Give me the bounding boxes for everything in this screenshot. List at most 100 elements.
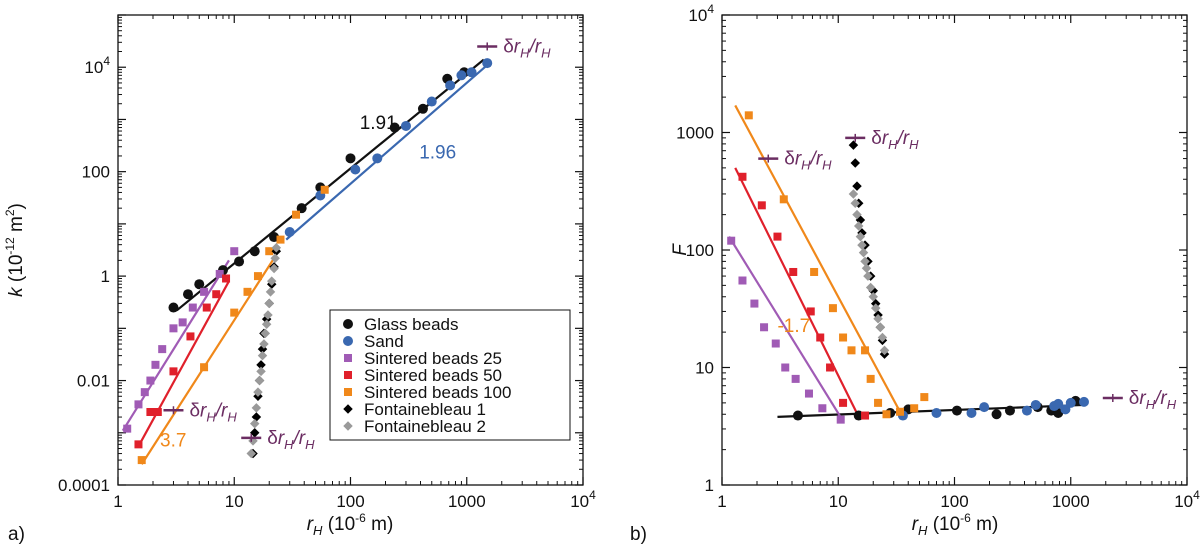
data-point bbox=[826, 363, 835, 372]
data-point bbox=[855, 231, 866, 242]
y-tick-label-text: 1 bbox=[705, 476, 714, 495]
error-label-r: r bbox=[278, 428, 285, 449]
data-point bbox=[816, 333, 825, 342]
error-label: δrH/rH bbox=[267, 428, 315, 452]
data-point bbox=[789, 267, 798, 276]
data-point bbox=[215, 269, 224, 278]
y-axis-label-exp: -12 bbox=[3, 237, 17, 255]
error-label-sub2: H bbox=[1167, 397, 1177, 412]
x-tick-label-text: 1000 bbox=[1052, 492, 1090, 511]
x-tick-label: 1 bbox=[113, 492, 122, 511]
data-point bbox=[773, 232, 782, 241]
data-point bbox=[256, 366, 266, 377]
x-axis-label-tail: m) bbox=[971, 514, 998, 535]
y-tick-label: 104 bbox=[688, 2, 714, 25]
slope-label: 1.96 bbox=[419, 142, 456, 163]
legend-label: Fontainebleau 2 bbox=[364, 417, 486, 436]
series-sintered-beads-50 bbox=[134, 274, 231, 449]
x-axis-label: rH (10-6 m) bbox=[912, 511, 999, 538]
y-axis-label-mid: m bbox=[6, 216, 27, 237]
y-axis-label-symbol: k bbox=[6, 286, 27, 297]
y-tick-label-exp: 4 bbox=[103, 54, 110, 68]
x-tick-label: 10 bbox=[829, 492, 848, 511]
data-point bbox=[246, 448, 256, 459]
data-point bbox=[847, 346, 856, 355]
y-tick-label: 10 bbox=[695, 359, 714, 378]
data-point bbox=[874, 398, 883, 407]
error-label: δrH/rH bbox=[784, 149, 832, 173]
data-point bbox=[271, 242, 282, 253]
data-point bbox=[858, 247, 869, 258]
data-point bbox=[257, 350, 268, 361]
y-tick-label: 0.01 bbox=[77, 372, 110, 391]
data-point bbox=[760, 323, 769, 332]
x-tick-label-text: 100 bbox=[940, 492, 968, 511]
error-label-delta: δ bbox=[503, 36, 514, 57]
data-point bbox=[863, 271, 873, 281]
data-point bbox=[920, 393, 929, 402]
error-label-sub2: H bbox=[305, 437, 315, 452]
x-axis-label-sub: H bbox=[918, 523, 928, 538]
data-point bbox=[792, 410, 803, 421]
x-tick-label: 1000 bbox=[1052, 492, 1090, 511]
data-point bbox=[140, 388, 149, 397]
error-label-delta: δ bbox=[267, 428, 278, 449]
data-point bbox=[1065, 397, 1076, 408]
data-point bbox=[270, 253, 280, 263]
x-axis-label-sub: H bbox=[313, 523, 323, 538]
data-point bbox=[791, 374, 800, 383]
legend-label: Glass beads bbox=[364, 315, 459, 334]
y-tick-label: 100 bbox=[686, 241, 714, 260]
data-point bbox=[264, 298, 274, 309]
data-point bbox=[234, 256, 245, 267]
data-point bbox=[804, 389, 813, 398]
y-axis-label-tail: ) bbox=[6, 203, 27, 209]
error-label-delta: δ bbox=[189, 400, 200, 421]
x-tick-label-exp: 4 bbox=[589, 488, 596, 502]
fit-line bbox=[734, 104, 902, 413]
data-point bbox=[806, 307, 815, 316]
y-axis-label-symbol: F bbox=[670, 243, 691, 256]
data-point bbox=[284, 226, 295, 237]
data-point bbox=[249, 246, 260, 257]
x-tick-label: 100 bbox=[940, 492, 968, 511]
data-point bbox=[153, 407, 162, 416]
data-point bbox=[868, 292, 878, 302]
y-axis-label: k (10-12 m2) bbox=[3, 203, 27, 297]
data-point bbox=[852, 209, 862, 220]
data-point bbox=[256, 360, 266, 370]
series-sand bbox=[897, 396, 1089, 421]
data-point bbox=[222, 274, 231, 283]
data-point bbox=[850, 198, 860, 208]
error-label-sub: H bbox=[206, 409, 216, 424]
data-point bbox=[861, 346, 870, 355]
error-label-sub2: H bbox=[227, 409, 237, 424]
y-tick-label: 1000 bbox=[676, 124, 714, 143]
data-point bbox=[400, 120, 411, 131]
x-axis-label-tail: m) bbox=[366, 514, 393, 535]
data-point bbox=[877, 332, 888, 343]
data-point bbox=[738, 172, 747, 181]
error-label-sub: H bbox=[284, 437, 294, 452]
data-point bbox=[249, 418, 260, 429]
data-point bbox=[417, 103, 428, 114]
data-point bbox=[727, 236, 736, 245]
data-point bbox=[253, 387, 263, 397]
x-tick-label: 1 bbox=[717, 492, 726, 511]
data-point bbox=[169, 324, 178, 333]
data-point bbox=[848, 189, 859, 199]
data-point bbox=[861, 411, 870, 420]
x-tick-label-text: 100 bbox=[336, 492, 364, 511]
legend-marker bbox=[344, 354, 352, 362]
y-tick-label-text: 0.01 bbox=[77, 372, 110, 391]
x-tick-label: 104 bbox=[570, 488, 596, 511]
error-label-r: r bbox=[200, 400, 207, 421]
y-tick-label-text: 0.0001 bbox=[58, 476, 110, 495]
x-tick-label-text: 10 bbox=[829, 492, 848, 511]
x-axis-label-symbol: r bbox=[912, 514, 919, 535]
data-point bbox=[873, 313, 883, 324]
x-tick-label-text: 1 bbox=[717, 492, 726, 511]
legend-label: Sintered beads 50 bbox=[364, 366, 502, 385]
x-tick-label: 10 bbox=[225, 492, 244, 511]
